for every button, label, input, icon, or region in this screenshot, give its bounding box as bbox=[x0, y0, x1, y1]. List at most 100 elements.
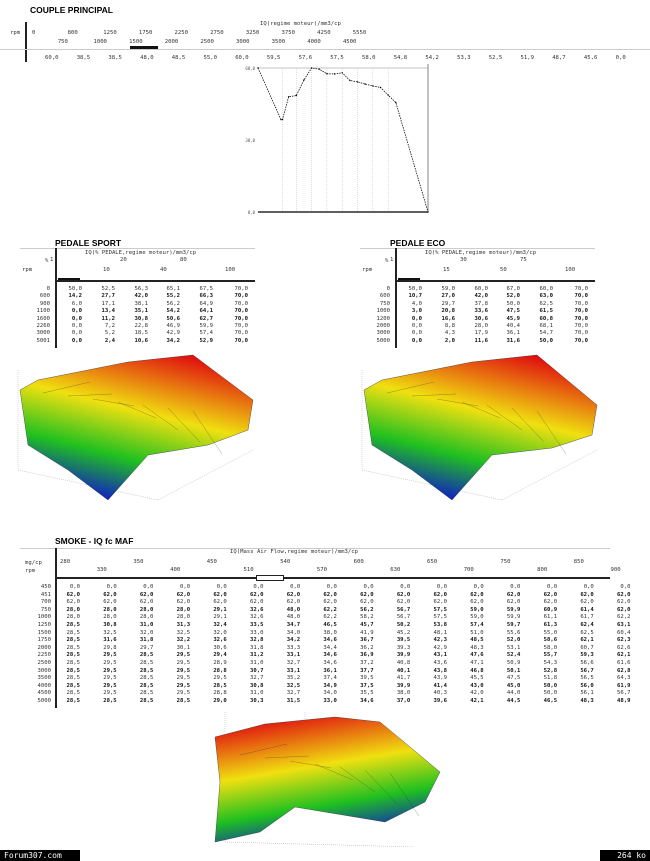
cell-value: 28,5 bbox=[66, 629, 80, 636]
cell-value: 17,1 bbox=[101, 300, 115, 307]
cell-value: 28,5 bbox=[139, 698, 154, 704]
couple-value: 55,0 bbox=[203, 55, 217, 61]
cell-value: 28,5 bbox=[66, 698, 80, 704]
cell-value: 18,5 bbox=[134, 330, 148, 337]
couple-value: 57,6 bbox=[298, 55, 313, 61]
column-header: 330 bbox=[96, 567, 107, 573]
cell-value: 62,0 bbox=[103, 599, 117, 606]
mesh-line bbox=[536, 410, 567, 455]
cell-value: 54,7 bbox=[539, 330, 553, 337]
cell-value: 35,5 bbox=[360, 690, 374, 697]
corner-label: rpm bbox=[22, 267, 33, 273]
cell-value: 30,3 bbox=[250, 698, 264, 704]
table-divider bbox=[55, 548, 57, 708]
rpm-header: 2250 bbox=[174, 30, 189, 36]
rpm-header: 1000 bbox=[93, 39, 107, 45]
axis-title: IQ(Mass Air Flow,regime moteur)/mm3/cp bbox=[230, 549, 358, 555]
cell-value: 31,6 bbox=[506, 337, 520, 344]
data-point bbox=[280, 118, 282, 121]
row-header: 1100 bbox=[36, 308, 50, 315]
data-point bbox=[427, 211, 429, 213]
cell-value: 36,1 bbox=[323, 667, 337, 674]
cell-value: 29,5 bbox=[103, 652, 117, 659]
mesh-line bbox=[364, 769, 398, 805]
axis-grid-line bbox=[501, 449, 598, 501]
cell-value: 57,4 bbox=[199, 330, 213, 337]
cell-value: 62,0 bbox=[250, 591, 264, 598]
cell-value: 62,8 bbox=[617, 667, 631, 674]
cell-value: 40,4 bbox=[506, 323, 520, 329]
cell-value: 56,7 bbox=[580, 667, 594, 674]
couple-line-chart: 60,0 30,0 0,0 bbox=[245, 64, 429, 215]
couple-value: 59,5 bbox=[266, 55, 281, 61]
cell-value: 28,0 bbox=[66, 606, 80, 613]
column-header: 100 bbox=[565, 267, 576, 273]
cell-value: 36,7 bbox=[360, 637, 374, 644]
series-line bbox=[257, 67, 429, 213]
cell-value: 0,0 bbox=[473, 584, 484, 590]
cell-value: 62,0 bbox=[396, 599, 411, 606]
cell-value: 64,9 bbox=[199, 300, 213, 307]
y-tick-label: 30,0 bbox=[245, 138, 255, 143]
cell-value: 0,0 bbox=[400, 584, 411, 590]
cell-value: 54,3 bbox=[543, 660, 558, 666]
column-header: 900 bbox=[610, 567, 621, 573]
rpm-header: 0 bbox=[32, 30, 36, 36]
cell-value: 56,6 bbox=[580, 660, 594, 666]
row-header: 750 bbox=[379, 300, 390, 307]
cell-value: 28,5 bbox=[66, 660, 80, 666]
cell-value: 48,0 bbox=[286, 614, 301, 621]
couple-value: 48,5 bbox=[171, 55, 186, 61]
row-header: 1750 bbox=[37, 637, 51, 644]
cell-value: 52,0 bbox=[506, 637, 521, 644]
corner-label: rpm bbox=[362, 267, 373, 273]
cell-value: 61,4 bbox=[580, 606, 594, 613]
cell-value: 32,0 bbox=[139, 629, 154, 636]
table-divider bbox=[55, 248, 57, 348]
mesh-line bbox=[486, 404, 523, 431]
cell-value: 28,5 bbox=[176, 698, 191, 704]
cell-value: 46,5 bbox=[323, 622, 337, 628]
cell-value: 0,0 bbox=[290, 584, 301, 590]
cell-value: 70,0 bbox=[234, 330, 248, 337]
cell-value: 0,0 bbox=[546, 584, 558, 590]
column-header: 600 bbox=[353, 559, 364, 565]
cell-value: 34,2 bbox=[286, 637, 301, 644]
mesh-line bbox=[511, 407, 545, 443]
cell-value: 45,9 bbox=[506, 315, 520, 322]
table-top-border bbox=[20, 248, 255, 249]
cell-value: 70,0 bbox=[574, 300, 588, 307]
cell-value: 28,0 bbox=[176, 606, 191, 613]
cell-value: 30,8 bbox=[250, 682, 264, 689]
cell-value: 57,5 bbox=[433, 614, 447, 621]
cell-value: 67,5 bbox=[199, 286, 213, 292]
cell-value: 43,6 bbox=[433, 660, 447, 666]
cell-value: 30,8 bbox=[134, 315, 148, 322]
rpm-header: 4250 bbox=[317, 30, 331, 36]
cell-value: 45,5 bbox=[470, 675, 484, 682]
cell-value: 33,0 bbox=[323, 698, 337, 704]
cell-value: 28,5 bbox=[66, 644, 80, 651]
cell-value: 58,6 bbox=[543, 637, 558, 644]
cell-value: 0,0 bbox=[143, 584, 154, 590]
column-header: 280 bbox=[60, 559, 71, 565]
cell-value: 62,0 bbox=[617, 606, 631, 613]
cell-value: 0,0 bbox=[71, 330, 82, 337]
cell-value: 51,0 bbox=[470, 629, 484, 636]
column-header: 50 bbox=[500, 267, 507, 273]
column-header: 850 bbox=[573, 559, 584, 565]
cell-value: 30,1 bbox=[176, 644, 191, 651]
cell-value: 57,4 bbox=[470, 622, 484, 628]
cell-value: 56,2 bbox=[166, 300, 180, 307]
row-header: 1250 bbox=[37, 622, 51, 628]
cell-value: 62,0 bbox=[580, 591, 594, 598]
cell-value: 44,0 bbox=[506, 690, 521, 697]
rpm-header: 5550 bbox=[352, 30, 367, 36]
cell-value: 62,0 bbox=[139, 591, 154, 598]
cell-value: 29,1 bbox=[213, 614, 227, 621]
rpm-header: 4000 bbox=[307, 39, 321, 45]
header-divider bbox=[55, 280, 255, 282]
cell-value: 50,0 bbox=[408, 286, 422, 292]
cell-value: 32,4 bbox=[213, 622, 227, 628]
cell-value: 59,0 bbox=[441, 286, 455, 292]
